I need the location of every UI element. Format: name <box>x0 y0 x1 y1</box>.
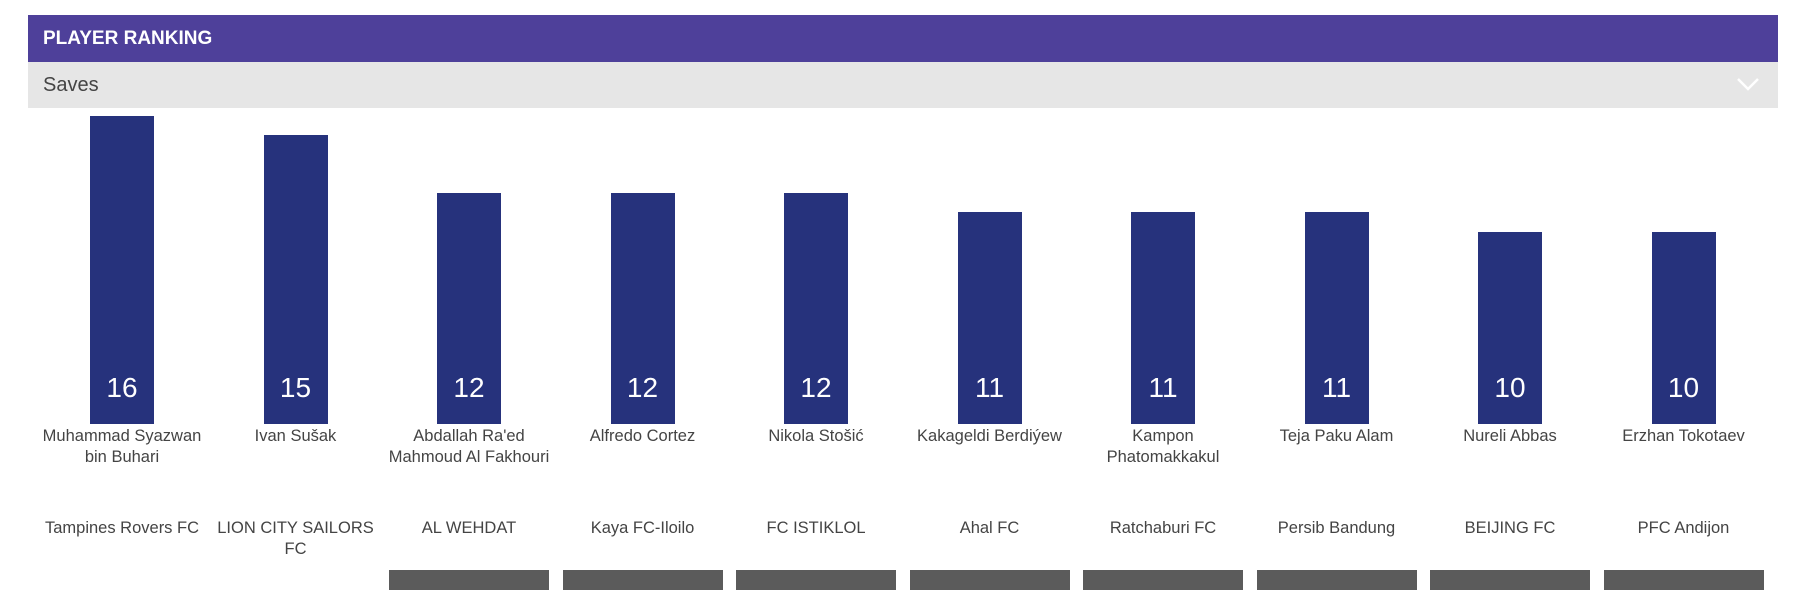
placeholder-bar <box>389 570 549 590</box>
team-name: LION CITY SAILORS FC <box>217 519 374 558</box>
team-name: FC ISTIKLOL <box>766 519 866 537</box>
player-column[interactable]: 15 Ivan Sušak LION CITY SAILORS FC <box>209 108 383 582</box>
bar-value-label: 12 <box>453 372 485 403</box>
team-name: Persib Bandung <box>1277 519 1396 537</box>
team-name: PFC Andijon <box>1637 519 1730 537</box>
placeholder-bar <box>909 570 1070 590</box>
placeholder-bar <box>1256 570 1417 590</box>
player-name[interactable]: Abdallah Ra'ed Mahmoud Al Fakhouri <box>388 427 550 466</box>
player-name[interactable]: Nureli Abbas <box>1463 427 1557 445</box>
team-name: BEIJING FC <box>1464 519 1556 537</box>
bar: 12 <box>784 193 848 424</box>
player-name[interactable]: Kampon Phatomakkakul <box>1106 427 1220 466</box>
bar-value-label: 11 <box>1321 372 1352 403</box>
bar: 11 <box>1131 212 1195 424</box>
bar-value-label: 11 <box>1148 372 1178 403</box>
chevron-down-icon <box>1737 78 1759 91</box>
bar-value-label: 12 <box>626 372 659 403</box>
player-name[interactable]: Nikola Stošić <box>768 427 864 445</box>
team-name: Tampines Rovers FC <box>44 519 200 537</box>
placeholder-bar <box>1083 570 1243 590</box>
player-column[interactable]: 11 Teja Paku Alam Persib Bandung <box>1250 108 1424 590</box>
placeholder-bar <box>1603 570 1764 590</box>
bar-value-label: 11 <box>974 372 1005 403</box>
team-name: AL WEHDAT <box>421 519 517 537</box>
player-column[interactable]: 12 Abdallah Ra'ed Mahmoud Al Fakhouri AL W… <box>382 108 556 590</box>
player-name[interactable]: Kakageldi Berdiýew <box>917 427 1062 445</box>
bar: 16 <box>90 116 154 424</box>
bar-value-label: 15 <box>279 372 312 403</box>
team-name: Kaya FC-Iloilo <box>590 519 695 537</box>
player-name[interactable]: Erzhan Tokotaev <box>1622 427 1745 445</box>
bar-value-label: 12 <box>800 372 832 403</box>
stat-selector-value: Saves <box>43 74 99 96</box>
bar: 10 <box>1478 231 1542 424</box>
bar: 12 <box>610 193 675 424</box>
player-column[interactable]: 12 Alfredo Cortez Kaya FC-Iloilo <box>556 108 730 590</box>
player-name[interactable]: Teja Paku Alam <box>1279 427 1394 445</box>
bar-value-label: 10 <box>1667 372 1700 403</box>
bar: 11 <box>1304 212 1369 424</box>
stat-selector[interactable]: Saves <box>28 62 1778 108</box>
player-column[interactable]: 10 Erzhan Tokotaev PFC Andijon <box>1597 108 1771 590</box>
bar-value-label: 10 <box>1494 372 1526 403</box>
placeholder-bar <box>562 570 723 590</box>
team-name: Ahal FC <box>959 519 1020 537</box>
player-name[interactable]: Alfredo Cortez <box>589 427 696 445</box>
placeholder-bar <box>1430 570 1590 590</box>
team-name: Ratchaburi FC <box>1109 519 1217 537</box>
bar: 10 <box>1651 231 1716 424</box>
placeholder-bar <box>736 570 896 590</box>
bar: 15 <box>263 135 328 424</box>
panel-title: PLAYER RANKING <box>43 28 213 49</box>
player-column[interactable]: 16 Muhammad Syazwan bin Buhari Tampines Ro… <box>35 108 209 582</box>
player-column[interactable]: 10 Nureli Abbas BEIJING FC <box>1423 108 1597 590</box>
player-column[interactable]: 11 Kakageldi Berdiýew Ahal FC <box>903 108 1077 590</box>
bar: 12 <box>437 193 501 424</box>
panel-header: PLAYER RANKING <box>28 15 1778 62</box>
player-name[interactable]: Ivan Sušak <box>254 427 337 445</box>
bar-value-label: 16 <box>106 372 138 403</box>
player-name[interactable]: Muhammad Syazwan bin Buhari <box>42 427 202 466</box>
bar: 11 <box>957 212 1022 424</box>
player-column[interactable]: 11 Kampon Phatomakkakul Ratchaburi FC <box>1076 108 1250 590</box>
player-column[interactable]: 12 Nikola Stošić FC ISTIKLOL <box>729 108 903 590</box>
